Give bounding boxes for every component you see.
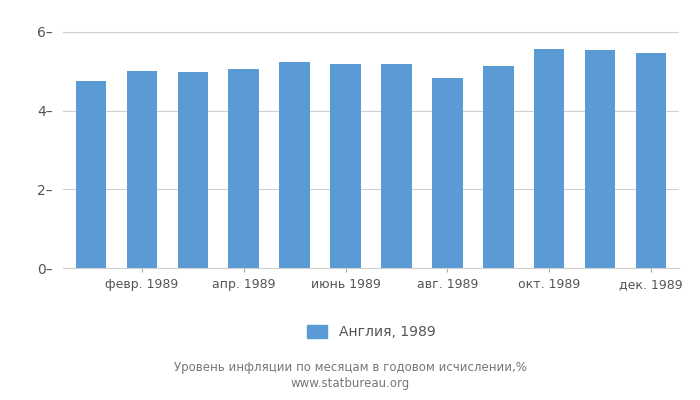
Bar bbox=[279, 62, 310, 268]
Legend: Англия, 1989: Англия, 1989 bbox=[307, 325, 435, 339]
Bar bbox=[432, 78, 463, 268]
Bar bbox=[178, 72, 208, 268]
Bar bbox=[584, 50, 615, 268]
Text: www.statbureau.org: www.statbureau.org bbox=[290, 378, 410, 390]
Text: Уровень инфляции по месяцам в годовом исчислении,%: Уровень инфляции по месяцам в годовом ис… bbox=[174, 362, 526, 374]
Bar bbox=[636, 53, 666, 268]
Bar bbox=[76, 81, 106, 268]
Bar bbox=[382, 64, 412, 268]
Bar bbox=[228, 69, 259, 268]
Bar bbox=[127, 71, 158, 268]
Bar bbox=[330, 64, 360, 268]
Bar bbox=[534, 49, 564, 268]
Bar bbox=[483, 66, 514, 268]
